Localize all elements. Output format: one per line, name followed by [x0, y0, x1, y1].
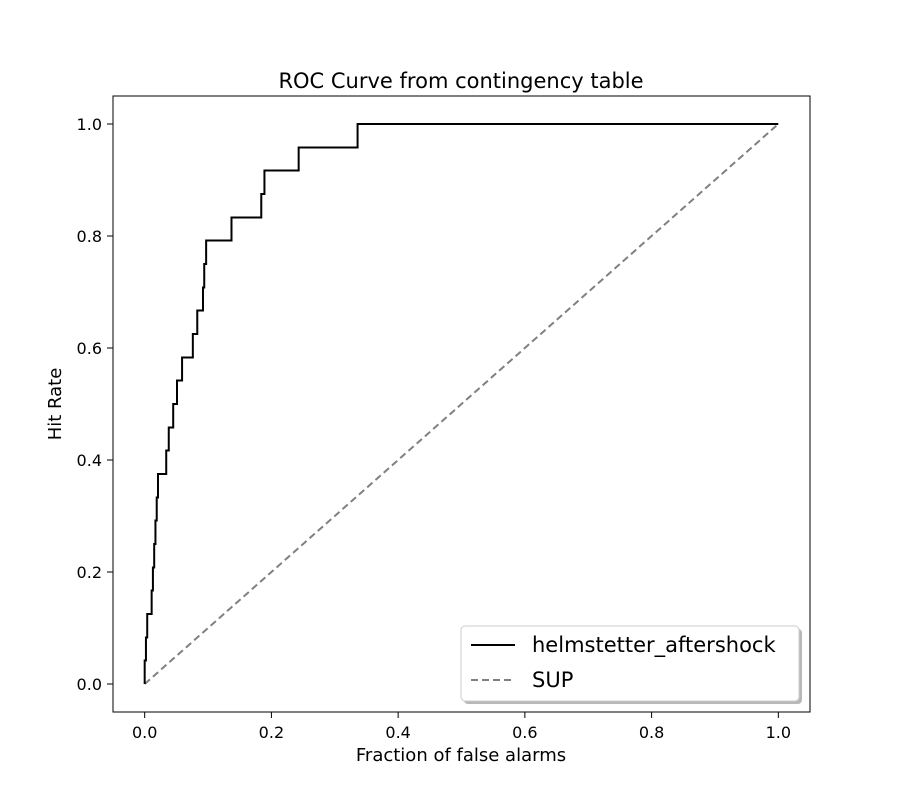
x-tick-label: 0.4 [385, 723, 410, 742]
chart-title: ROC Curve from contingency table [278, 69, 643, 93]
y-tick-label: 0.8 [77, 227, 102, 246]
x-tick-label: 1.0 [766, 723, 791, 742]
x-axis-label: Fraction of false alarms [356, 745, 566, 766]
y-tick-label: 1.0 [77, 115, 102, 134]
legend-box [460, 625, 800, 702]
x-tick-label: 0.0 [132, 723, 157, 742]
y-tick-label: 0.2 [77, 563, 102, 582]
legend-label-sup: SUP [532, 668, 573, 692]
plot-area [143, 123, 779, 685]
y-tick-label: 0.6 [77, 339, 102, 358]
y-axis-label: Hit Rate [45, 368, 66, 441]
x-tick-label: 0.6 [512, 723, 537, 742]
x-tick-label: 0.8 [639, 723, 664, 742]
legend-label-helmstetter: helmstetter_aftershock [532, 633, 776, 658]
y-tick-label: 0.0 [77, 675, 102, 694]
axis-ticks: 0.0 0.2 0.4 0.6 0.8 1.0 0.0 0.2 0.4 0.6 0.8 1.0 [77, 115, 791, 742]
series-line-helmstetter [143, 123, 779, 684]
legend: helmstetter_aftershock SUP [460, 625, 802, 704]
y-tick-label: 0.4 [77, 451, 102, 470]
axes-frame [112, 95, 811, 713]
series-line-sup [144, 123, 779, 685]
x-tick-label: 0.2 [259, 723, 284, 742]
